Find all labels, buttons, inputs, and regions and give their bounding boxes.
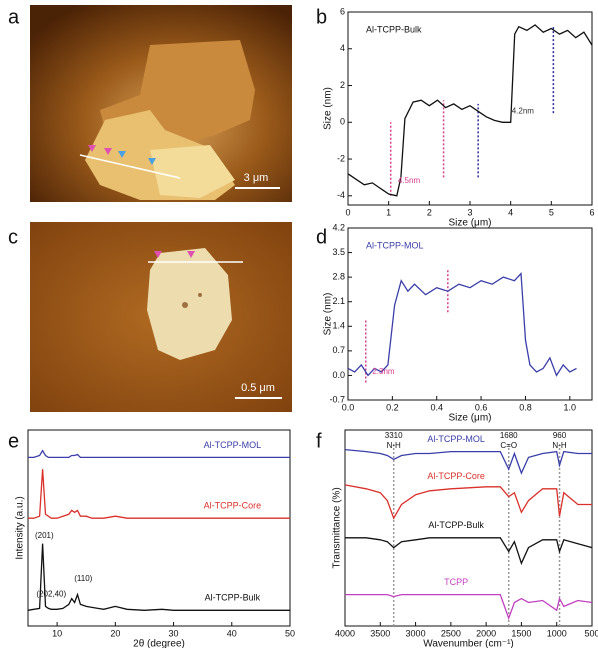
x-tick-label: 2 [427,207,432,217]
series-label: Al-TCPP-Core [427,471,485,481]
plot-frame [27,429,291,627]
y-tick-label: 4 [340,43,345,53]
series-line [28,469,290,519]
annotation: 4.2nm [512,106,535,115]
y-axis-label: Size (nm) [323,87,334,130]
y-tick-label: 0.0 [332,370,345,380]
x-tick-label: 40 [227,628,237,638]
panel-label: b [316,6,327,28]
panel-label: e [8,430,19,452]
scale-bar-label: 0.5 μm [241,382,275,394]
y-tick-label: -2 [337,153,345,163]
x-tick-label: 1 [386,207,391,217]
annotation: N-H [552,441,566,450]
series-label: Al-TCPP-Core [204,501,262,511]
y-axis-label: Size (nm) [323,293,334,336]
panel-label: d [316,226,327,248]
x-tick-label: 0 [345,207,350,217]
x-axis-label: Wavenumber (cm⁻¹) [423,639,513,648]
afm-image-c: 0.5 μm [30,222,292,412]
x-tick-label: 2500 [441,628,461,638]
series-label: Al-TCPP-Bulk [205,593,261,603]
y-tick-label: 2.1 [332,296,345,306]
x-tick-label: 2000 [476,628,496,638]
x-tick-label: 30 [169,628,179,638]
series-label: Al-TCPP-MOL [427,434,485,444]
legend-label: Al-TCPP-Bulk [366,24,422,34]
series-line [344,484,592,520]
series-line [347,24,593,197]
y-axis-label: Transmittance (%) [332,487,343,568]
annotation: N-H [387,441,401,450]
x-axis-label: Size (μm) [449,413,492,424]
x-tick-label: 20 [110,628,120,638]
y-tick-label: 6 [340,6,345,16]
series-line [345,593,593,621]
annotation: (110) [74,574,92,583]
plot-frame [347,11,593,206]
series-line [27,543,290,611]
scale-bar-label: 3 μm [244,172,269,184]
series-line [344,448,592,475]
y-axis-label: Intensity (a.u.) [15,496,26,559]
series-label: Al-TCPP-MOL [204,440,262,450]
x-tick-label: 0.8 [519,402,532,412]
annotation: 960 [553,431,567,440]
x-tick-label: 0.2 [386,402,399,412]
plot-frame [344,429,593,627]
annotation: 2.3nm [372,367,395,376]
y-tick-label: 0.7 [332,345,345,355]
series-line [347,272,577,377]
y-tick-label: -0.7 [329,394,345,404]
annotation: 1680 [500,431,518,440]
legend-label: Al-TCPP-MOL [366,240,424,250]
series-label: TCPP [444,577,468,587]
x-tick-label: 4 [508,207,513,217]
series-label: Al-TCPP-Bulk [428,520,484,530]
y-tick-label: 2 [340,80,345,90]
x-tick-label: 0.0 [342,402,355,412]
annotation: 3310 [385,431,403,440]
y-tick-label: -4 [337,190,345,200]
x-tick-label: 1000 [547,628,567,638]
x-tick-label: 5 [549,207,554,217]
y-tick-label: 1.4 [332,321,345,331]
annotation: C=O [500,441,517,450]
x-tick-label: 3000 [406,628,426,638]
x-tick-label: 4000 [335,628,355,638]
y-tick-label: 0 [340,117,345,127]
plot-frame [347,227,593,401]
annotation: (201) [35,531,54,540]
x-tick-label: 10 [52,628,62,638]
x-tick-label: 1.0 [564,402,577,412]
x-axis-label: Size (μm) [449,218,492,229]
x-tick-label: 0.6 [475,402,488,412]
x-tick-label: 3 [467,207,472,217]
y-tick-label: 2.8 [332,272,345,282]
x-tick-label: 3500 [370,628,390,638]
afm-image-a: 3 μm [30,5,292,202]
x-tick-label: 1500 [511,628,531,638]
x-tick-label: 0.4 [430,402,443,412]
annotation: (202,40) [36,590,66,599]
panel-label: f [316,430,322,452]
y-tick-label: 3.5 [332,247,345,257]
series-line [345,537,593,566]
series-line [28,449,290,459]
panel-label: c [8,226,18,248]
y-tick-label: 4.2 [332,222,345,232]
x-tick-label: 6 [589,207,594,217]
x-axis-label: 2θ (degree) [133,639,185,648]
x-tick-label: 50 [285,628,295,638]
x-tick-label: 500 [584,628,598,638]
panel-label: a [8,6,20,28]
annotation: 4.5nm [398,176,421,185]
